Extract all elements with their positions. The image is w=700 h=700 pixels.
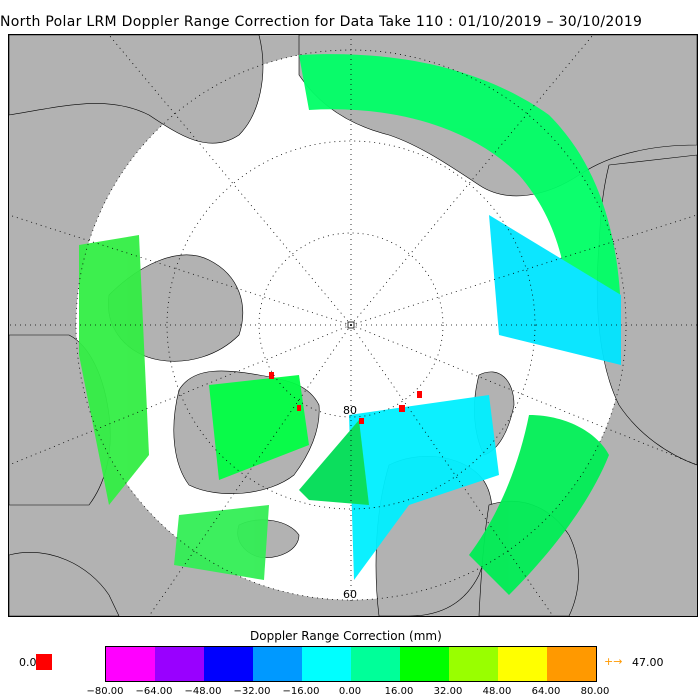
colorbar-segment: [302, 647, 351, 681]
flagged-points: [269, 372, 422, 424]
meridian: [350, 214, 697, 326]
colorbar-segment: [400, 647, 449, 681]
colorbar-tick-label: −48.00: [184, 686, 222, 697]
flag-point: [269, 372, 274, 379]
zero-value-swatch: [36, 654, 52, 670]
swath-east-2: [469, 415, 609, 595]
over-range-arrow-icon: +→: [604, 655, 623, 668]
north-pole-marker: [347, 321, 355, 329]
swath-barents: [349, 395, 499, 580]
meridian: [350, 324, 554, 616]
flag-point: [297, 405, 301, 411]
colorbar-tick-label: 48.00: [482, 686, 512, 697]
flag-point: [359, 418, 364, 424]
colorbar-tick-label: −64.00: [135, 686, 173, 697]
graticule: [9, 35, 697, 616]
map-title: North Polar LRM Doppler Range Correction…: [0, 14, 643, 30]
colorbar-tick-label: −32.00: [233, 686, 271, 697]
lat-circle: [166, 140, 536, 510]
colorbar-tick-label: 80.00: [580, 686, 610, 697]
swath-fram: [299, 420, 369, 505]
swath-east-1: [489, 215, 621, 365]
colorbar-tick-label: −80.00: [86, 686, 124, 697]
lat-label-80: 80: [343, 404, 357, 417]
legend-title: Doppler Range Correction (mm): [250, 629, 442, 643]
meridian: [148, 324, 352, 616]
colorbar-segment: [547, 647, 596, 681]
colorbar-segment: [449, 647, 498, 681]
polar-map: 80 60: [8, 34, 698, 617]
over-range-value: 47.00: [632, 656, 664, 669]
swath-west: [79, 235, 149, 505]
flag-point: [399, 405, 405, 412]
polar-map-svg: [9, 35, 697, 616]
zero-value-label: 0.0: [19, 656, 37, 669]
track-swaths: [79, 54, 621, 595]
lat-circle: [258, 232, 444, 418]
swath-greenland-sea: [209, 375, 309, 480]
colorbar-segment: [204, 647, 253, 681]
colorbar-tick-label: 64.00: [531, 686, 561, 697]
colorbar-segment: [498, 647, 547, 681]
colorbar-segment: [351, 647, 400, 681]
alaska: [9, 35, 264, 144]
colorbar-tick-label: 16.00: [384, 686, 414, 697]
colorbar: [105, 646, 597, 682]
colorbar-tick-label: 32.00: [433, 686, 463, 697]
colorbar-segment: [253, 647, 302, 681]
swath-north: [299, 54, 621, 326]
colorbar-ticks: −80.00 −64.00 −48.00 −32.00 −16.00 0.00 16.00 3…: [80, 686, 640, 700]
lat-label-60: 60: [343, 588, 357, 601]
colorbar-tick-label: −16.00: [282, 686, 320, 697]
colorbar-segment: [155, 647, 204, 681]
swath-southwest: [174, 505, 269, 580]
colorbar-tick-label: 0.00: [338, 686, 362, 697]
europe-west: [9, 552, 120, 616]
colorbar-segment: [106, 647, 155, 681]
flag-point: [417, 391, 422, 398]
